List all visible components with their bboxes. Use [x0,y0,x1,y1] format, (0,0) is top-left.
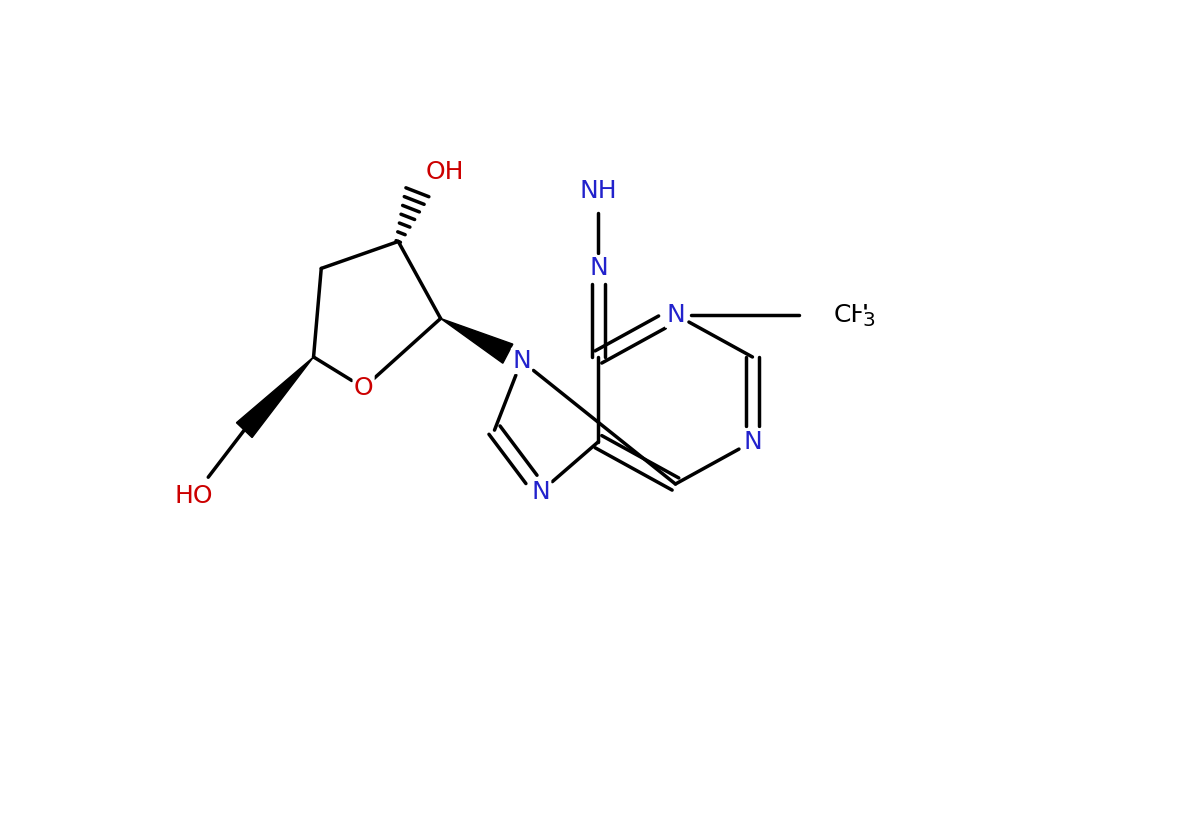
Text: N: N [666,303,685,327]
Polygon shape [441,318,513,363]
Text: NH: NH [580,179,617,204]
Text: CH: CH [834,303,869,327]
Text: OH: OH [425,160,463,184]
Text: N: N [743,430,762,453]
Text: HO: HO [175,484,213,508]
Polygon shape [237,357,313,437]
Text: N: N [512,349,531,373]
Text: N: N [590,256,607,281]
Text: O: O [354,375,374,400]
Text: 3: 3 [862,311,875,329]
Text: N: N [531,479,550,504]
